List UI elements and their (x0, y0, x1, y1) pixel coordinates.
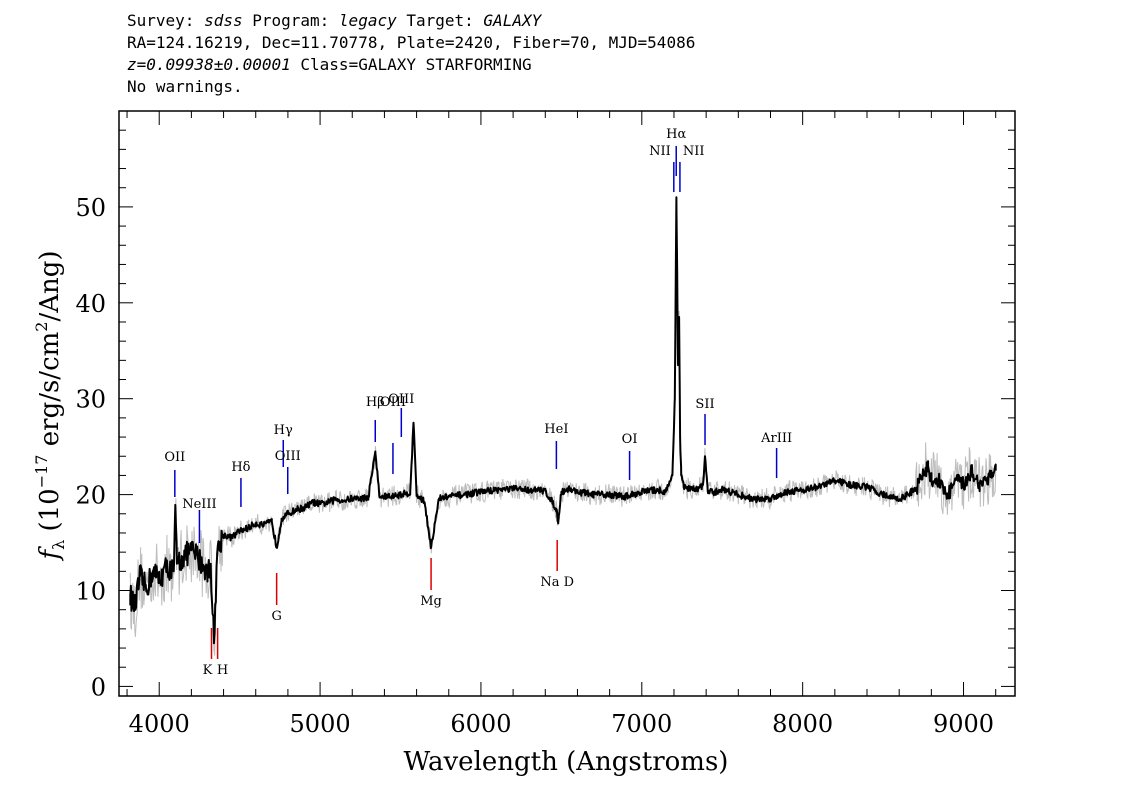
y-tick-label: 10 (75, 578, 106, 606)
y-tick-label: 20 (75, 482, 106, 510)
y-tick-label: 0 (91, 673, 106, 701)
x-axis-title: Wavelength (Angstroms) (404, 747, 729, 777)
header-line-redshift: z=0.09938±0.00001 Class=GALAXY STARFORMI… (127, 55, 532, 74)
spectral-line-label: Hβ (366, 395, 385, 410)
x-tick-label: 6000 (450, 710, 511, 738)
spectral-line-label: OI (622, 432, 638, 447)
spectral-line-label: ArIII (760, 431, 792, 446)
spectrum-header: Survey: sdss Program: legacy Target: GAL… (127, 10, 695, 98)
spectral-line-label: HeI (544, 422, 568, 437)
plot-frame (118, 110, 1016, 697)
plot-axes: 4000 5000 6000 7000 8000 9000 0 10 20 30 40 50 (75, 110, 1016, 738)
spectral-line-label: OII (164, 450, 185, 465)
y-tick-label: 50 (75, 194, 106, 222)
y-tick-label: 30 (75, 386, 106, 414)
x-tick-label: 8000 (772, 710, 833, 738)
header-line-survey: Survey: sdss Program: legacy Target: GAL… (127, 11, 542, 30)
spectral-line-label: Hγ (274, 423, 293, 438)
spectral-line-label: K (203, 663, 213, 678)
spectral-line-label: NeIII (182, 497, 216, 512)
spectral-line-label: Hδ (231, 460, 250, 475)
flux-line (129, 196, 997, 645)
y-tick-label: 40 (75, 290, 106, 318)
x-tick-label: 4000 (129, 710, 190, 738)
spectral-line-label: NII (683, 144, 705, 159)
spectral-line-label: OIII (388, 392, 414, 407)
spectral-lines-layer: OIINeIIIHδHγOIIIHβOIIIOIIIHeIOINIIHαNIIS… (164, 127, 792, 678)
header-line-coordinates: RA=124.16219, Dec=11.70778, Plate=2420, … (127, 33, 696, 52)
spectral-line-label: OIII (275, 449, 301, 464)
spectral-line-label: Mg (420, 594, 442, 609)
spectral-line-label: Hα (666, 127, 686, 142)
spectral-line-label: OIII (380, 395, 406, 410)
flux-series-layer (129, 196, 997, 645)
spectral-line-label: Na D (540, 575, 574, 590)
spectral-line-label: H (217, 663, 228, 678)
x-tick-label: 7000 (611, 710, 672, 738)
x-tick-label: 5000 (290, 710, 351, 738)
x-tick-label: 9000 (933, 710, 994, 738)
y-axis-title: fλ (10−17 erg/s/cm2/Ang) (32, 250, 68, 561)
spectral-line-label: NII (649, 144, 671, 159)
header-line-warnings: No warnings. (127, 77, 243, 96)
spectral-line-label: G (271, 609, 281, 624)
spectral-line-label: SII (695, 397, 714, 412)
